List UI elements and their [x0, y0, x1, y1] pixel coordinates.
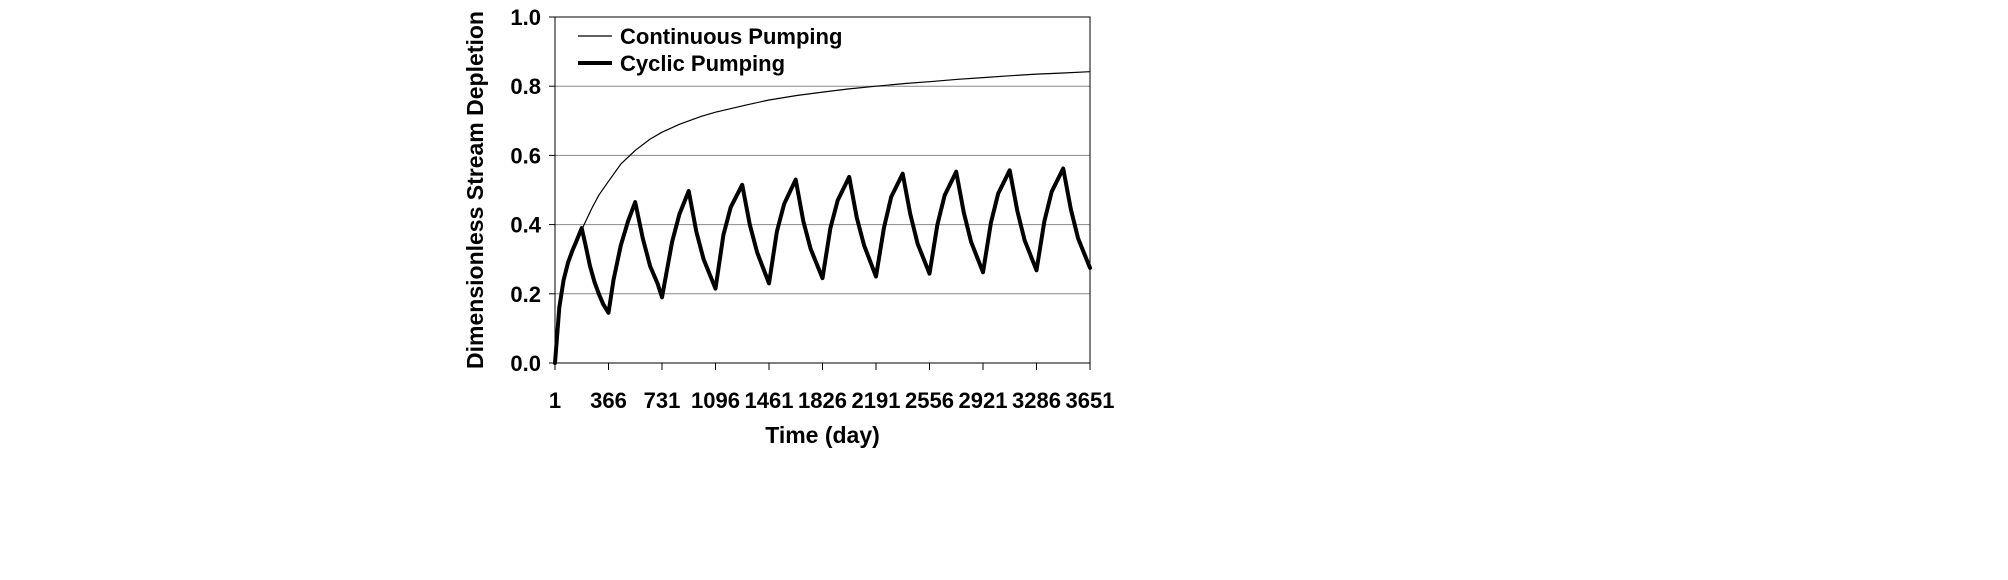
x-tick-label: 1826	[798, 388, 847, 413]
y-tick-label: 0.0	[510, 351, 541, 376]
x-tick-label: 2191	[852, 388, 901, 413]
x-tick-label: 3651	[1066, 388, 1115, 413]
legend-label-cyclic-pumping: Cyclic Pumping	[620, 51, 785, 76]
series-line-continuous-pumping	[554, 71, 1091, 364]
legend: Continuous Pumping Cyclic Pumping	[578, 24, 842, 76]
x-tick-label: 1	[549, 388, 561, 413]
y-tick-label: 0.4	[510, 213, 541, 238]
series-layer	[553, 71, 1092, 365]
x-tick-label: 366	[590, 388, 627, 413]
x-axis-title: Time (day)	[765, 422, 880, 448]
gridlines	[555, 85, 1090, 295]
axes	[549, 16, 1091, 370]
y-tick-label: 0.8	[510, 74, 541, 99]
x-tick-label: 1096	[691, 388, 740, 413]
x-tick-label: 3286	[1012, 388, 1061, 413]
x-tick-label: 731	[644, 388, 681, 413]
legend-label-continuous-pumping: Continuous Pumping	[620, 24, 842, 49]
x-tick-label: 1461	[745, 388, 794, 413]
y-tick-label: 0.6	[510, 143, 541, 168]
tick-labels: 0.0 0.2 0.4 0.6 0.8 1.0 1 366 731 1096 1461 1826 219…	[510, 5, 1114, 413]
y-tick-label: 1.0	[510, 5, 541, 30]
y-tick-label: 0.2	[510, 282, 541, 307]
x-tick-label: 2556	[905, 388, 954, 413]
series-line-cyclic-pumping	[553, 166, 1092, 365]
y-axis-title: Dimensionless Stream Depletion	[462, 11, 488, 369]
x-tick-label: 2921	[959, 388, 1008, 413]
